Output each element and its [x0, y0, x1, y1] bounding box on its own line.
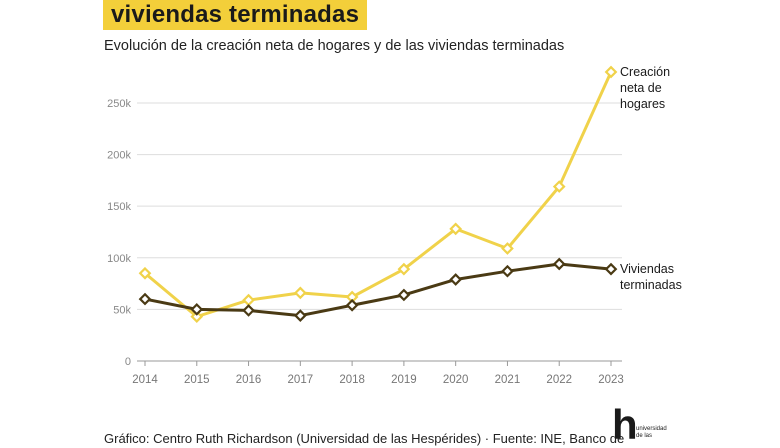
data-point-hogares — [604, 65, 618, 79]
data-point-hogares — [397, 262, 411, 276]
series-label-viviendas: terminadas — [620, 278, 682, 292]
data-point-viviendas — [552, 257, 566, 271]
data-point-hogares — [501, 242, 514, 255]
data-point-viviendas — [449, 273, 463, 286]
chart-title: viviendas terminadas — [111, 1, 360, 28]
logo-glyph: h — [612, 401, 638, 448]
data-point-hogares — [190, 310, 204, 323]
series-line-hogares — [144, 71, 613, 319]
data-point-hogares — [242, 293, 255, 307]
data-point-viviendas — [138, 292, 152, 306]
series-line-viviendas — [144, 262, 612, 318]
data-point-viviendas — [242, 304, 255, 317]
data-point-viviendas — [345, 298, 359, 312]
y-tick-label: 0 — [125, 356, 131, 368]
chart-subtitle: Evolución de la creación neta de hogares… — [104, 38, 565, 54]
logo-text-line-1: universidad — [636, 426, 667, 432]
data-point-viviendas — [190, 303, 204, 316]
y-tick-label: 200k — [107, 150, 131, 162]
data-point-hogares — [449, 222, 463, 236]
y-tick-label: 100k — [107, 253, 131, 265]
x-tick-label: 2021 — [495, 374, 521, 386]
x-tick-label: 2017 — [288, 374, 314, 386]
data-point-hogares — [138, 266, 152, 280]
series-label-hogares: hogares — [620, 97, 665, 111]
logo-text: universidad de las — [636, 426, 667, 440]
y-tick-label: 50k — [113, 304, 131, 316]
x-tick-label: 2014 — [132, 374, 158, 386]
logo-text-line-2: de las — [636, 433, 653, 439]
data-point-hogares — [552, 180, 566, 193]
series-label-hogares: Creación — [620, 65, 670, 79]
data-point-viviendas — [501, 264, 514, 278]
x-tick-label: 2015 — [184, 374, 210, 386]
y-tick-label: 150k — [107, 201, 131, 213]
university-logo: h universidad de las — [612, 404, 682, 446]
data-point-viviendas — [397, 288, 411, 302]
title-highlight: viviendas terminadas — [103, 0, 368, 30]
x-tick-label: 2018 — [339, 374, 365, 386]
x-tick-label: 2020 — [443, 374, 469, 386]
data-point-hogares — [293, 286, 307, 300]
data-point-viviendas — [604, 262, 618, 276]
series-label-viviendas: Viviendas — [620, 262, 674, 276]
x-tick-label: 2022 — [546, 374, 572, 386]
x-tick-label: 2019 — [391, 374, 417, 386]
x-tick-label: 2016 — [236, 374, 262, 386]
data-point-viviendas — [293, 309, 307, 322]
y-tick-label: 250k — [107, 98, 131, 110]
x-tick-label: 2023 — [598, 374, 624, 386]
series-label-hogares: neta de — [620, 81, 662, 95]
source-credit: Gráfico: Centro Ruth Richardson (Univers… — [104, 431, 625, 446]
